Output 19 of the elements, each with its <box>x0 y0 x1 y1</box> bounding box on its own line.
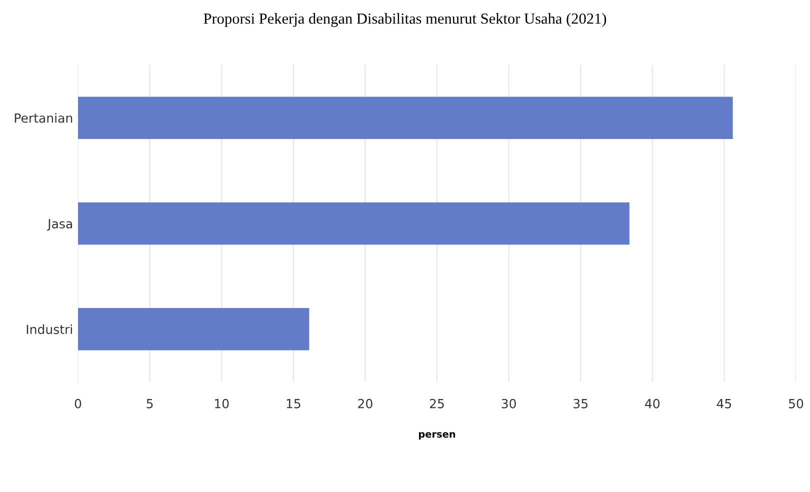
x-tick-label: 5 <box>146 399 153 408</box>
y-tick-label: Industri <box>26 324 72 334</box>
x-tick-label: 0 <box>74 398 82 408</box>
x-tick-label: 45 <box>716 399 732 408</box>
x-tick-label: 50 <box>789 398 804 408</box>
x-tick-label: 10 <box>215 398 229 408</box>
x-tick-label: 30 <box>502 398 516 408</box>
bar <box>78 202 630 245</box>
x-tick-label: 40 <box>645 398 660 408</box>
x-tick-label: 25 <box>430 398 444 408</box>
bar <box>78 308 310 350</box>
chart-title: Proporsi Pekerja dengan Disabilitas menurut Sektor Usaha (2021) <box>204 13 606 27</box>
bar <box>78 96 733 139</box>
x-tick-label: 20 <box>358 398 372 408</box>
x-tick-label: 35 <box>574 398 588 408</box>
y-tick-label: Jasa <box>46 219 72 231</box>
y-tick-label: Pertanian <box>14 113 72 123</box>
x-axis-title: persen <box>418 432 456 440</box>
x-tick-label: 15 <box>286 399 300 408</box>
